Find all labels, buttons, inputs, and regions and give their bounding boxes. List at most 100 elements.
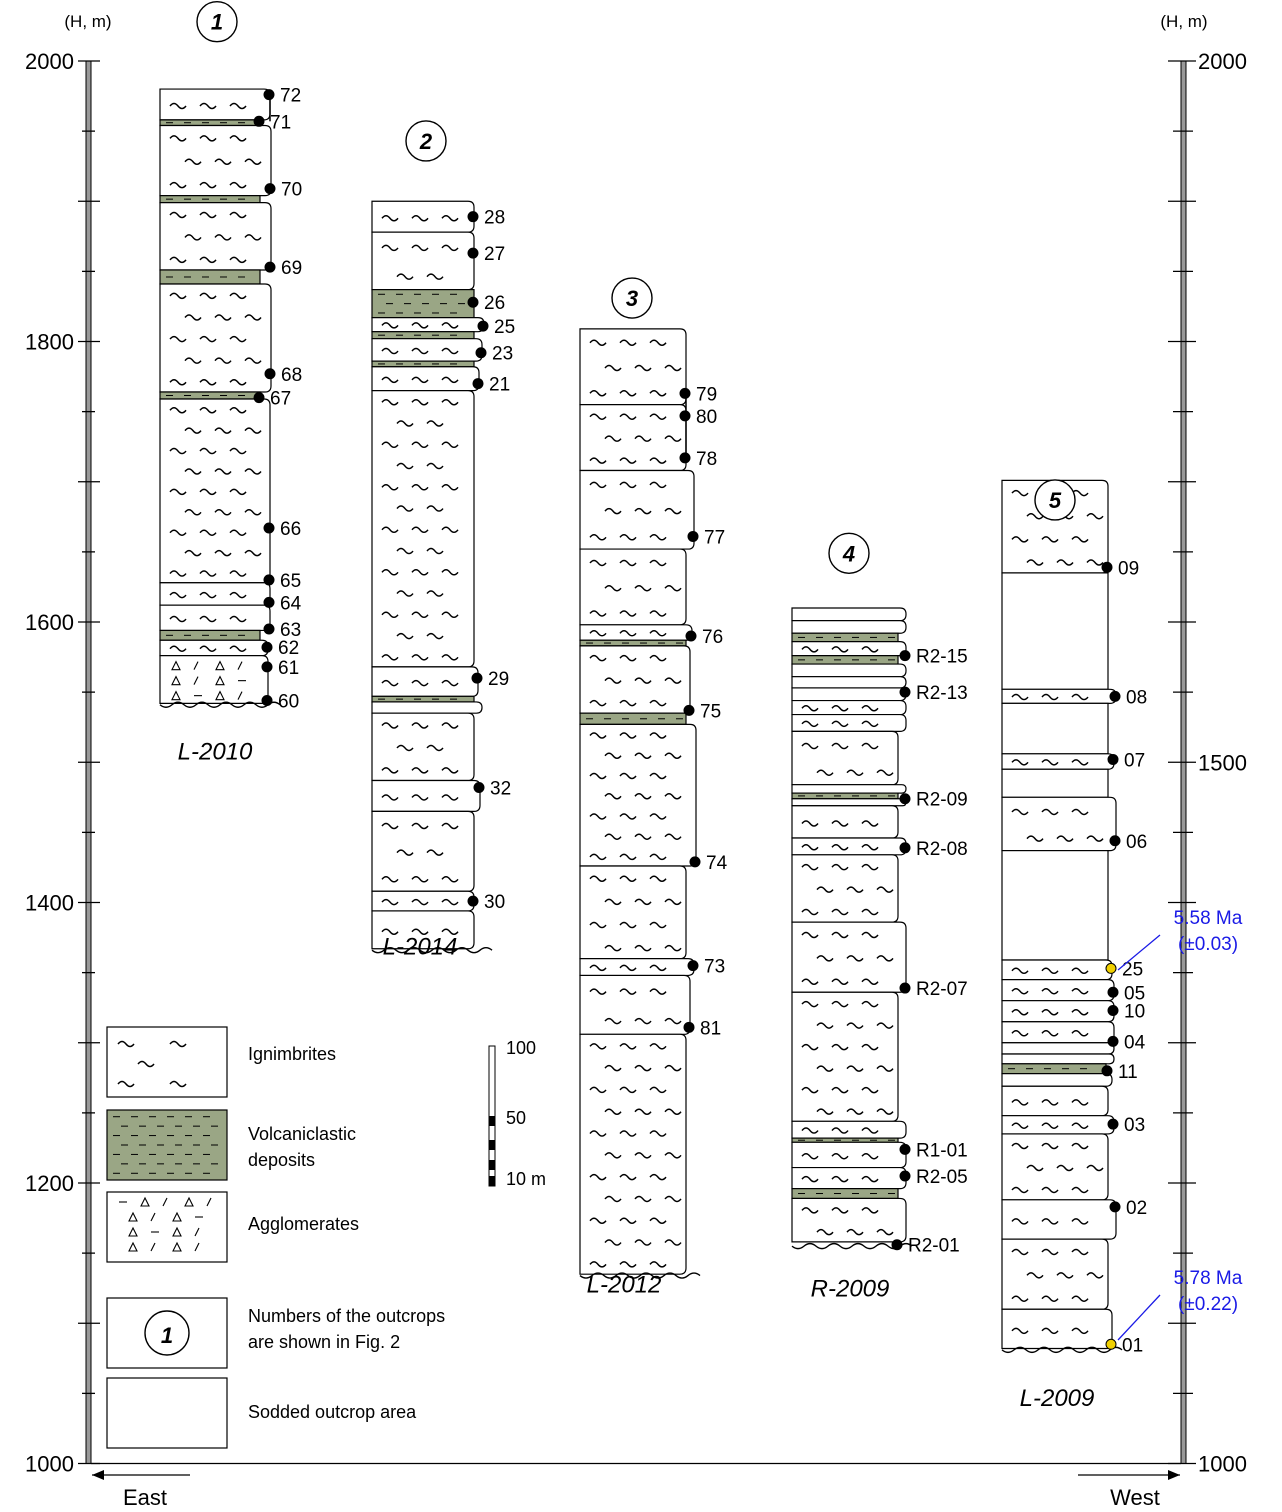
wave-mark (801, 844, 819, 851)
sodded-area (1001, 768, 1109, 798)
sample-point (689, 856, 701, 868)
wave-mark (664, 1195, 682, 1203)
wave-mark (589, 1261, 607, 1268)
wave-mark (649, 875, 667, 883)
wave-mark (1071, 1218, 1089, 1225)
wave-mark (801, 1207, 819, 1214)
east-arrowhead (92, 1470, 104, 1480)
wave-mark (411, 441, 429, 449)
sample-point (899, 842, 911, 854)
wave-mark (816, 1108, 834, 1115)
wave-mark (1011, 1295, 1029, 1302)
wave-mark (861, 1175, 879, 1183)
wave-mark (1011, 1327, 1029, 1335)
ignimbrite-layer (579, 1033, 687, 1275)
sample-point (679, 410, 691, 422)
wave-mark (846, 886, 864, 893)
section-column-3 (579, 328, 701, 1279)
right-axis-unit: (H, m) (1160, 12, 1207, 31)
legend-outcrop-number: 1 (161, 1323, 173, 1348)
wave-mark (619, 1173, 637, 1181)
sample-label: 65 (280, 571, 301, 592)
wave-mark (137, 1060, 155, 1068)
wave-mark (441, 569, 459, 576)
wave-mark (604, 507, 622, 515)
wave-mark (604, 752, 622, 759)
wave-mark (244, 509, 262, 516)
scale-bar (488, 1045, 496, 1187)
wave-mark (184, 427, 202, 434)
wave-mark (229, 447, 247, 455)
wave-mark (244, 549, 262, 557)
wave-mark (664, 1017, 682, 1025)
wave-mark (244, 468, 262, 475)
volcaniclastic-layer (791, 1188, 899, 1200)
wave-mark (876, 1108, 894, 1115)
wave-mark (634, 435, 652, 442)
ignimbrite-layer (579, 974, 691, 1035)
wave-mark (619, 921, 637, 929)
wave-mark (199, 406, 217, 414)
wave-mark (816, 955, 834, 962)
aggl-mark (237, 691, 243, 700)
sample-label: 08 (1126, 687, 1147, 708)
wave-mark (1071, 1295, 1089, 1302)
wave-mark (1086, 559, 1104, 566)
wave-mark (117, 1040, 135, 1048)
ignimbrite-layer (791, 784, 907, 794)
sample-label: 05 (1124, 983, 1145, 1004)
sample-label: 80 (696, 407, 717, 428)
wave-mark (831, 742, 849, 750)
wave-mark (876, 769, 894, 776)
aggl-mark (171, 690, 181, 701)
sample-point (261, 695, 273, 707)
wave-mark (1071, 1030, 1089, 1037)
ignimbrite-layer (159, 639, 269, 657)
wave-mark (619, 390, 637, 397)
wave-mark (816, 1022, 834, 1029)
wave-mark (846, 955, 864, 962)
wave-mark (1011, 1030, 1029, 1037)
left-axis-label: 1600 (25, 610, 74, 635)
section-number: 1 (211, 10, 223, 35)
sample-point (1105, 1338, 1117, 1350)
wave-mark (441, 484, 459, 491)
wave-mark (649, 481, 667, 489)
column-base-line (791, 1242, 913, 1250)
sample-label: 25 (494, 317, 515, 338)
left-axis-label: 2000 (25, 49, 74, 74)
ignimbrite-layer (371, 910, 475, 950)
sample-point (467, 247, 479, 259)
wave-mark (229, 211, 247, 219)
sample-point (263, 89, 275, 101)
wave-mark (816, 886, 834, 893)
wave-mark (619, 1261, 637, 1268)
wave-mark (184, 314, 202, 321)
wave-mark (229, 406, 247, 414)
ignimbrite-layer (579, 865, 687, 960)
volcaniclastic-layer (1001, 1063, 1107, 1075)
aggl-mark (140, 1196, 150, 1207)
wave-mark (1071, 1122, 1089, 1129)
wave-mark (214, 468, 232, 475)
aggl-mark (215, 675, 225, 686)
ignimbrite-layer (1001, 1199, 1117, 1240)
wave-mark (214, 427, 232, 434)
age-leader-line (1117, 1294, 1161, 1341)
wave-mark (426, 462, 444, 470)
wave-mark (619, 534, 637, 541)
wave-mark (184, 158, 202, 165)
wave-mark (1011, 489, 1029, 497)
wave-mark (1011, 1009, 1029, 1016)
ignimbrite-layer (791, 1197, 907, 1243)
wave-mark (1056, 1164, 1074, 1172)
wave-mark (589, 654, 607, 662)
wave-mark (199, 102, 217, 110)
sample-label: 09 (1118, 558, 1139, 579)
wave-mark (199, 256, 217, 264)
wave-mark (664, 1239, 682, 1246)
aggl-mark (150, 1242, 156, 1252)
sample-label: R2-09 (916, 790, 968, 811)
wave-mark (1011, 1248, 1029, 1256)
wave-mark (649, 413, 667, 420)
